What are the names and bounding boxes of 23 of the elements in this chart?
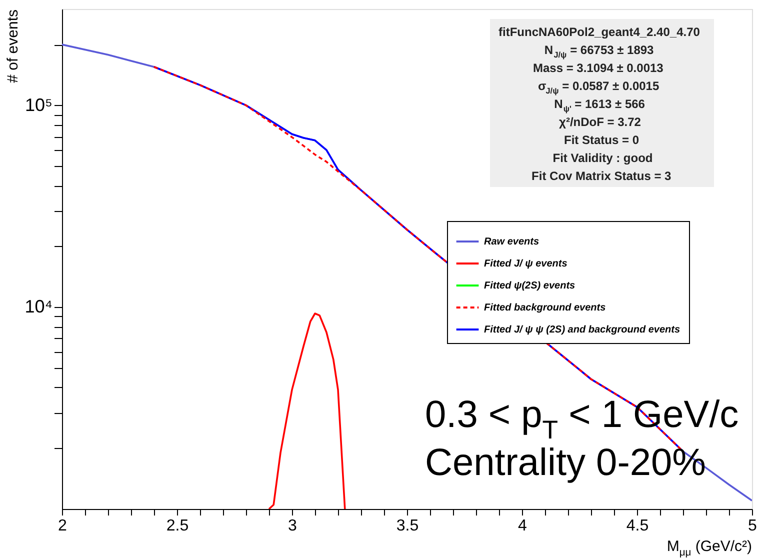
x-tick-label: 3.5 [396, 518, 419, 534]
annotation: χ²/nDoF = 3.72 [559, 115, 642, 129]
annotation: Fit Cov Matrix Status = 3 [532, 169, 672, 183]
annotation: Fit Status = 0 [564, 133, 640, 147]
x-tick-label: 3 [288, 518, 298, 534]
x-tick-label: 5 [748, 518, 758, 534]
y-tick-label: 10⁴ [24, 296, 52, 317]
annotation: Fit Validity : good [552, 151, 653, 165]
x-tick-label: 2 [58, 518, 68, 534]
x-tick-label: 4 [518, 518, 528, 534]
annotation: Mass = 3.1094 ± 0.0013 [532, 61, 664, 75]
annotation: Centrality 0-20% [425, 442, 706, 484]
annotation: fitFuncNA60Pol2_geant4_2.40_4.70 [498, 25, 700, 39]
legend-label: Raw events [484, 236, 540, 248]
legend-label: Fitted J/ ψ events [484, 258, 568, 270]
legend-label: Fitted background events [484, 302, 606, 314]
line-series [268, 312, 346, 509]
legend-label: Fitted ψ(2S) events [484, 280, 576, 292]
y-tick-label: 10⁵ [25, 94, 52, 115]
x-tick-label: 4.5 [626, 518, 649, 534]
y-axis-title: # of events [4, 10, 22, 83]
x-tick-label: 2.5 [166, 518, 189, 534]
legend-label: Fitted J/ ψ ψ (2S) and background events [484, 324, 680, 336]
